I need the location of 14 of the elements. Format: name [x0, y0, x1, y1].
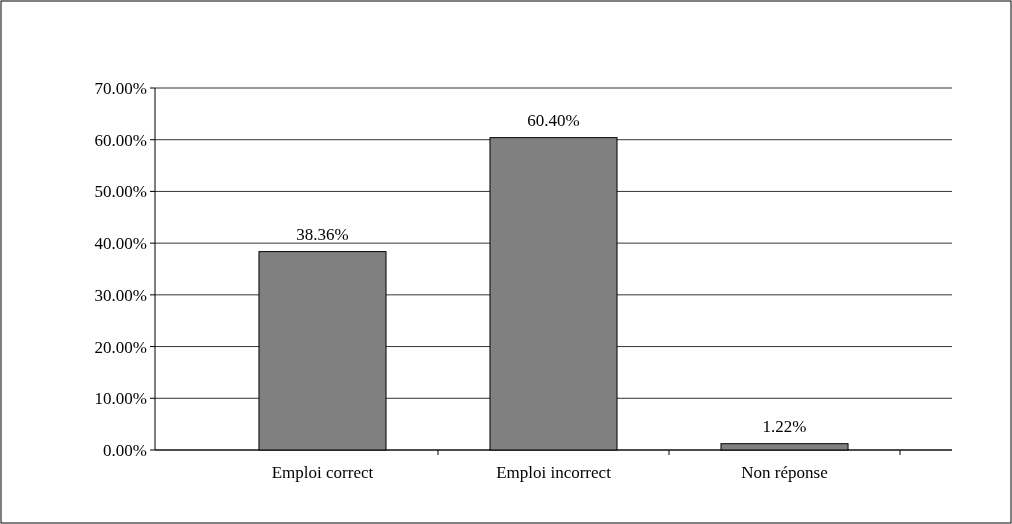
data-label: 60.40% [527, 110, 580, 130]
data-label: 38.36% [296, 224, 349, 244]
x-tick-label: Emploi incorrect [496, 463, 612, 482]
x-tick-label: Emploi correct [271, 463, 374, 482]
y-tick-label: 40.00% [94, 234, 147, 254]
x-tick-label: Non réponse [741, 463, 828, 482]
y-tick-label: 0.00% [103, 440, 147, 460]
y-tick-label: 10.00% [94, 389, 147, 409]
y-tick-label: 70.00% [94, 78, 147, 98]
y-tick-label: 20.00% [94, 337, 147, 357]
y-tick-label: 50.00% [94, 182, 147, 202]
y-tick-label: 60.00% [94, 130, 147, 150]
y-tick-label: 30.00% [94, 285, 147, 305]
data-label: 1.22% [762, 416, 807, 436]
